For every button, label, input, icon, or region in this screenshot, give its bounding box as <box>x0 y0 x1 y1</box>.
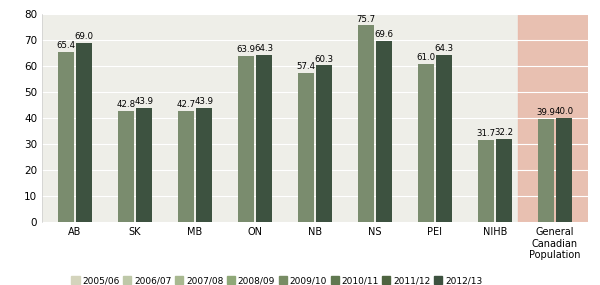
Text: 39.9: 39.9 <box>536 108 556 117</box>
Text: 61.0: 61.0 <box>416 53 436 62</box>
Bar <box>478 140 494 222</box>
Text: 43.9: 43.9 <box>194 97 214 106</box>
Text: 42.7: 42.7 <box>176 100 196 109</box>
Bar <box>136 108 152 222</box>
Text: 65.4: 65.4 <box>56 41 76 50</box>
Bar <box>496 139 512 222</box>
Bar <box>376 41 392 222</box>
Bar <box>178 111 194 222</box>
Text: 32.2: 32.2 <box>494 128 514 137</box>
Bar <box>316 66 332 222</box>
Bar <box>118 111 134 222</box>
Bar <box>256 55 272 222</box>
Text: 69.0: 69.0 <box>74 32 94 41</box>
Text: 57.4: 57.4 <box>296 62 316 71</box>
Bar <box>538 119 554 222</box>
Bar <box>58 52 74 222</box>
Text: 63.9: 63.9 <box>236 45 256 54</box>
Bar <box>76 43 92 222</box>
Bar <box>518 14 592 222</box>
Legend: 2005/06, 2006/07, 2007/08, 2008/09, 2009/10, 2010/11, 2011/12, 2012/13: 2005/06, 2006/07, 2007/08, 2008/09, 2009… <box>68 272 486 285</box>
Text: 31.7: 31.7 <box>476 129 496 138</box>
Bar <box>556 118 572 222</box>
Text: 43.9: 43.9 <box>134 97 154 106</box>
Bar <box>298 73 314 222</box>
Text: 69.6: 69.6 <box>374 30 394 40</box>
Text: 75.7: 75.7 <box>356 15 376 24</box>
Bar <box>436 55 452 222</box>
Bar <box>418 64 434 222</box>
Text: 64.3: 64.3 <box>254 44 274 53</box>
Text: 40.0: 40.0 <box>554 107 574 117</box>
Bar <box>238 56 254 222</box>
Text: 60.3: 60.3 <box>314 55 334 64</box>
Text: 64.3: 64.3 <box>434 44 454 53</box>
Bar <box>196 108 212 222</box>
Bar <box>358 25 374 222</box>
Text: 42.8: 42.8 <box>116 100 136 109</box>
